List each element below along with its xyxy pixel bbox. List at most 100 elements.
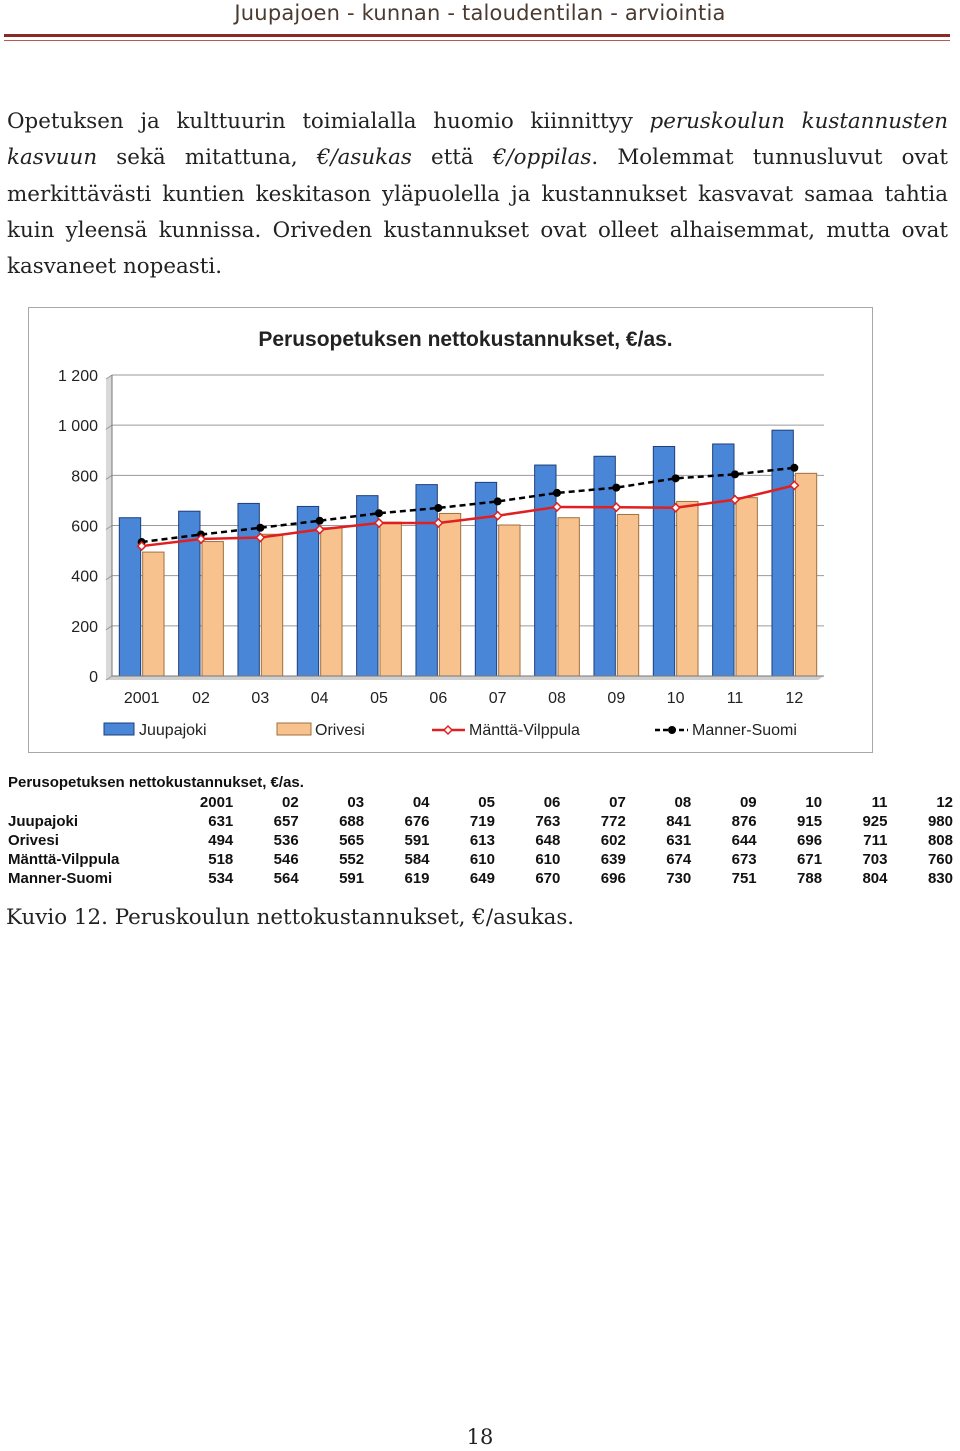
marker-manner-suomi	[434, 503, 443, 512]
chart-title: Perusopetuksen nettokustannukset, €/as.	[258, 328, 673, 351]
x-tick-label: 02	[192, 690, 210, 707]
x-tick-label: 2001	[124, 690, 160, 707]
bar-orivesi	[438, 512, 462, 677]
y-tick-label: 1 200	[58, 368, 98, 385]
table-cell: 841	[666, 813, 692, 830]
figure-caption: Kuvio 12. Peruskoulun nettokustannukset,…	[6, 905, 575, 930]
table-cell: 730	[666, 870, 692, 887]
x-tick-label: 09	[607, 690, 625, 707]
paragraph-line-3: merkittävästi kuntien keskitason yläpuol…	[7, 181, 948, 207]
marker-mantta-vilppula	[136, 541, 147, 552]
bar-juupajoki	[415, 484, 438, 677]
table-cell: 564	[273, 870, 299, 887]
header-rule	[4, 34, 950, 37]
marker-manner-suomi	[315, 516, 324, 525]
table-cell: 760	[927, 851, 953, 868]
table-col-header: 06	[543, 794, 561, 811]
marker-mantta-vilppula	[433, 517, 444, 529]
table-cell: 644	[731, 832, 757, 849]
marker-manner-suomi	[493, 497, 502, 506]
table-cell: 925	[862, 813, 888, 830]
bar-juupajoki	[474, 481, 498, 677]
table-cell: 788	[797, 870, 823, 887]
table-cell: 631	[666, 832, 692, 849]
marker-mantta-vilppula	[195, 533, 207, 545]
bar-orivesi	[260, 533, 284, 677]
x-tick-label: 11	[727, 690, 744, 707]
table-cell: 534	[208, 870, 234, 887]
table-caption: Perusopetuksen nettokustannukset, €/as.	[8, 774, 304, 791]
bar-orivesi	[557, 517, 580, 677]
marker-mantta-vilppula	[314, 524, 325, 535]
table-cell: 494	[208, 832, 234, 849]
plot-floor	[106, 676, 824, 680]
table-cell: 915	[797, 813, 823, 830]
paragraph-line-2: kasvuun sekä mitattuna, €/asukas että €/…	[7, 145, 948, 171]
table-body: Juupajoki 631 657 688 676 719 763 772 841 876 915 9…	[8, 812, 953, 888]
bar-orivesi	[379, 521, 402, 677]
x-tick-label: 12	[785, 690, 803, 707]
table-corner	[8, 793, 168, 812]
gridline-depth	[105, 474, 113, 480]
table-cell: 696	[600, 870, 626, 887]
legend-label-orivesi: Orivesi	[315, 722, 365, 739]
chart-frame: 0 200 400 600 800 1 000 1 200 2001 02 03 04 05 06 07 0…	[28, 307, 873, 753]
table-cell: 546	[273, 851, 299, 868]
paragraph-line-4: kuin yleensä kunnissa. Oriveden kustannu…	[7, 217, 948, 243]
data-table: Perusopetuksen nettokustannukset, €/as. …	[8, 772, 953, 888]
page-number: 18	[466, 1425, 494, 1449]
table-col-header: 04	[412, 794, 430, 811]
table-cell: 613	[469, 832, 495, 849]
table-col-header: 09	[739, 794, 757, 811]
y-tick-label: 800	[71, 468, 98, 485]
marker-manner-suomi	[256, 523, 265, 532]
gridline-depth	[105, 525, 113, 530]
table-col-header: 08	[674, 794, 692, 811]
table-cell: 670	[535, 870, 561, 887]
table-row: Mänttä-Vilppula 518 546 552 584 610 610 639 674 6…	[8, 850, 953, 869]
legend-label-mantta-vilppula: Mänttä-Vilppula	[469, 722, 580, 739]
bar-juupajoki	[118, 517, 142, 677]
marker-mantta-vilppula	[789, 480, 800, 491]
table-cell: 763	[535, 813, 561, 830]
paragraph-line-1: Opetuksen ja kulttuurin toimialalla huom…	[7, 109, 949, 134]
table-row-label: Mänttä-Vilppula	[8, 851, 120, 868]
table-cell: 536	[273, 832, 299, 849]
gridline-depth	[105, 575, 113, 581]
bar-orivesi	[676, 500, 699, 677]
table-cell: 688	[339, 813, 365, 830]
table-cell: 631	[208, 813, 234, 830]
marker-mantta-vilppula	[551, 501, 563, 512]
marker-manner-suomi	[553, 488, 561, 497]
x-tick-label: 03	[251, 690, 269, 707]
table-cell: 719	[469, 813, 495, 830]
gridline-depth	[105, 625, 113, 631]
legend-marker-manner-suomi	[668, 726, 676, 734]
table-cell: 671	[797, 851, 823, 868]
bar-orivesi	[498, 524, 521, 677]
table-col-header: 12	[936, 794, 953, 811]
header-rule-thin	[4, 40, 950, 41]
y-tick-label: 400	[71, 569, 98, 586]
legend-swatch-orivesi	[276, 722, 312, 736]
legend-label-juupajoki: Juupajoki	[139, 722, 207, 739]
table-cell: 876	[731, 813, 757, 830]
x-tick-label: 06	[429, 690, 447, 707]
table-cell: 610	[469, 851, 495, 868]
marker-mantta-vilppula	[611, 502, 622, 513]
x-tick-label: 07	[489, 690, 507, 707]
marker-mantta-vilppula	[373, 517, 385, 529]
table-col-header: 02	[282, 794, 299, 811]
table-cell: 552	[339, 851, 365, 868]
table-cell: 703	[862, 851, 888, 868]
table-cell: 602	[600, 832, 626, 849]
marker-manner-suomi	[375, 509, 383, 518]
legend-label-manner-suomi: Manner-Suomi	[692, 722, 797, 739]
table-cell: 751	[731, 870, 757, 887]
bar-orivesi	[735, 497, 758, 677]
table-cell: 565	[339, 832, 365, 849]
table-cell: 674	[666, 851, 692, 868]
legend-marker-mantta-vilppula	[442, 724, 454, 736]
x-tick-label: 04	[311, 690, 329, 707]
table-cell: 804	[862, 870, 888, 887]
